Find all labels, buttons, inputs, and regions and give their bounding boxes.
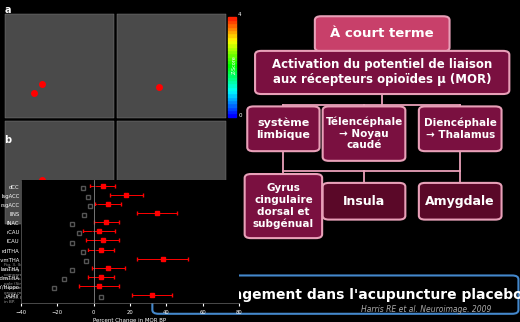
Text: Insula: Insula (343, 195, 385, 208)
FancyBboxPatch shape (419, 106, 502, 151)
Bar (228, 103, 236, 107)
Text: système
limbique: système limbique (256, 118, 310, 140)
FancyBboxPatch shape (322, 106, 406, 161)
Text: Activation du potentiel de liaison
aux récepteurs opioïdes µ (MOR): Activation du potentiel de liaison aux r… (272, 59, 492, 86)
Text: Amygdale: Amygdale (425, 195, 495, 208)
Bar (228, 17, 236, 20)
Bar (228, 63, 236, 67)
Bar (228, 90, 236, 93)
Bar (228, 77, 236, 80)
Bar (228, 80, 236, 83)
Text: Gyrus
cingulaire
dorsal et
subgénual: Gyrus cingulaire dorsal et subgénual (253, 184, 314, 229)
Bar (228, 87, 236, 90)
Bar (228, 53, 236, 57)
Text: a: a (4, 5, 10, 15)
Bar (228, 107, 236, 110)
Bar (228, 73, 236, 77)
Text: Télencéphale
→ Noyau
caudé: Télencéphale → Noyau caudé (326, 117, 402, 150)
FancyBboxPatch shape (5, 14, 114, 118)
Bar (228, 67, 236, 70)
FancyBboxPatch shape (315, 16, 449, 51)
Bar (228, 24, 236, 27)
Text: Harris RE et al. Neuroimage. 2009: Harris RE et al. Neuroimage. 2009 (361, 305, 491, 314)
Bar (228, 83, 236, 87)
Text: 4: 4 (238, 12, 242, 17)
FancyBboxPatch shape (152, 276, 518, 314)
FancyBboxPatch shape (5, 121, 114, 224)
Bar (228, 113, 236, 117)
Bar (228, 40, 236, 43)
Bar (228, 57, 236, 60)
Bar (228, 50, 236, 53)
Bar (228, 70, 236, 73)
Text: b: b (4, 135, 11, 145)
Bar (228, 47, 236, 50)
Bar (228, 37, 236, 40)
FancyBboxPatch shape (255, 51, 510, 94)
Bar (228, 43, 236, 47)
Bar (228, 27, 236, 30)
FancyBboxPatch shape (322, 183, 406, 220)
FancyBboxPatch shape (117, 14, 226, 118)
Text: Z-Score: Z-Score (232, 55, 237, 74)
Text: À court terme: À court terme (330, 27, 434, 40)
Text: Diencéphale
→ Thalamus: Diencéphale → Thalamus (424, 118, 497, 140)
Bar (228, 30, 236, 33)
Bar (228, 33, 236, 37)
Text: Pas de changement dans l'acupuncture placebo: Pas de changement dans l'acupuncture pla… (148, 288, 520, 302)
Bar (228, 97, 236, 100)
Text: Fig. 3. (b)Prenatal short-term effects of acupuncture and sham acupuncture on MO: Fig. 3. (b)Prenatal short-term effects o… (4, 263, 183, 304)
FancyBboxPatch shape (248, 106, 319, 151)
Text: 0: 0 (238, 113, 242, 118)
FancyBboxPatch shape (117, 121, 226, 224)
Bar (228, 60, 236, 63)
X-axis label: Percent Change in MOR BP: Percent Change in MOR BP (94, 318, 166, 322)
FancyBboxPatch shape (419, 183, 502, 220)
Bar (228, 100, 236, 103)
Bar (228, 93, 236, 97)
FancyBboxPatch shape (245, 174, 322, 238)
Bar (228, 20, 236, 24)
Bar (228, 110, 236, 113)
